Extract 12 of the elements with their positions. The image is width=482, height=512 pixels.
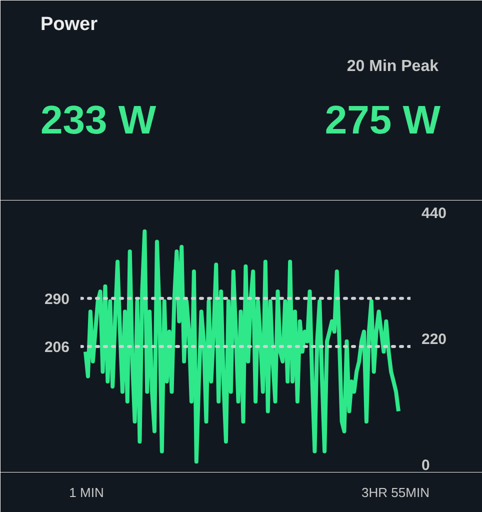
- y-tick-label: 0: [422, 457, 430, 474]
- ref-line-label: 206: [44, 339, 70, 356]
- y-tick-label: 220: [422, 331, 447, 348]
- line-series: [84, 229, 400, 464]
- ref-line-label: 290: [44, 290, 70, 308]
- text: 1 MIN: [69, 485, 104, 500]
- text: 3HR 55MIN: [362, 485, 430, 500]
- text: 20 Min Peak: [346, 58, 439, 75]
- y-tick-label: 440: [422, 205, 447, 222]
- text: 275 W: [324, 98, 441, 142]
- chart-title: Power: [40, 14, 98, 35]
- text: 233 W: [40, 98, 156, 142]
